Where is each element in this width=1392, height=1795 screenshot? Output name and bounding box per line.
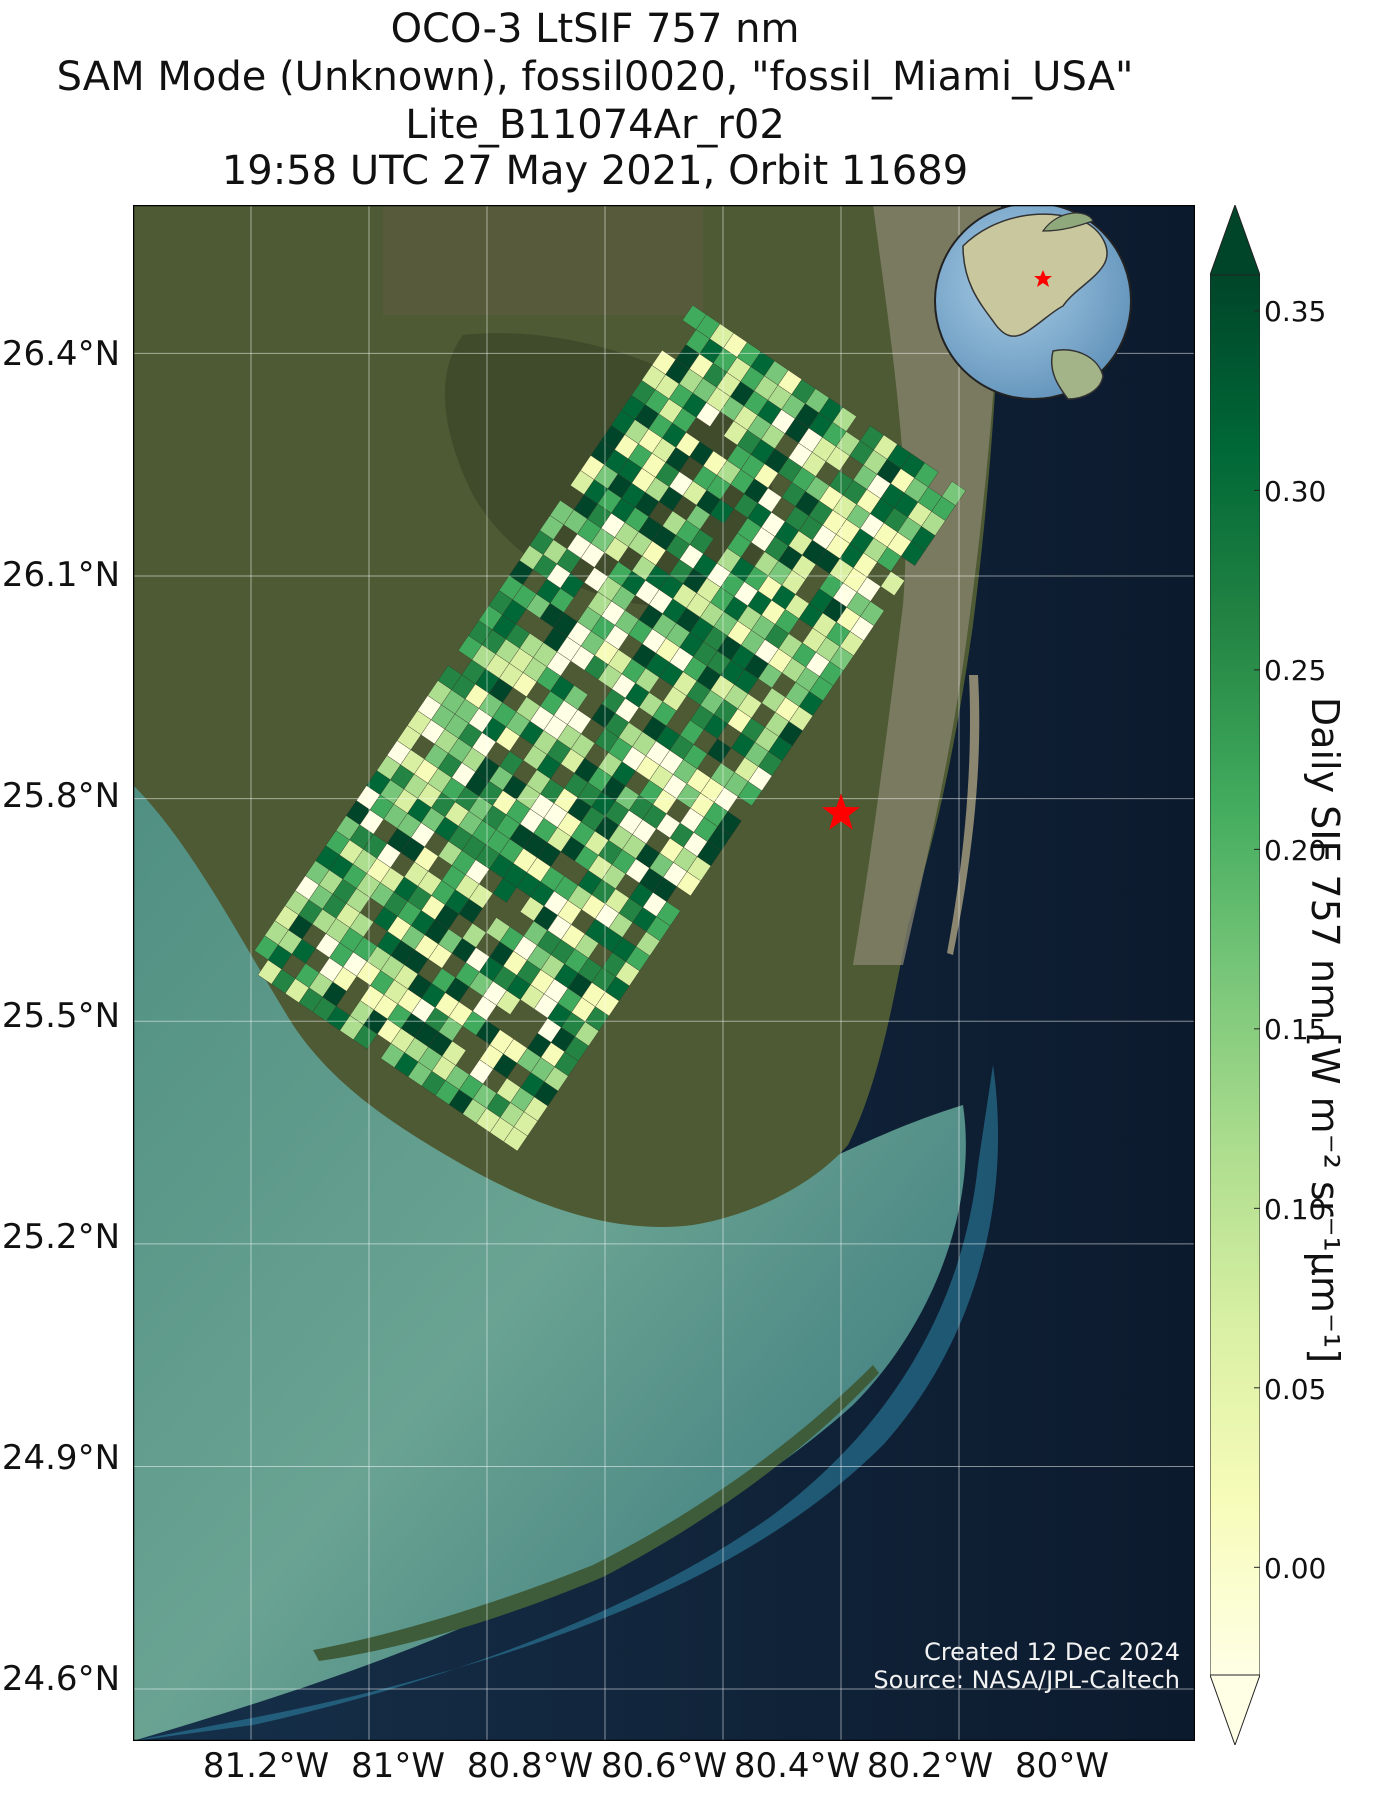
colorbar-tick-label: 0.05 xyxy=(1264,1373,1327,1406)
lat-tick-label: 26.1°N xyxy=(1,555,120,595)
target-star-icon xyxy=(821,793,861,830)
sif-footprint xyxy=(717,811,742,837)
lon-tick-label: 80.2°W xyxy=(866,1746,994,1786)
star-icon xyxy=(1034,270,1052,287)
sif-footprint xyxy=(563,685,589,710)
lon-tick-label: 80.6°W xyxy=(600,1746,728,1786)
urban-area xyxy=(853,205,1001,965)
lon-tick-label: 80.8°W xyxy=(466,1746,594,1786)
title-line-4: 19:58 UTC 27 May 2021, Orbit 11689 xyxy=(221,148,969,194)
sif-footprint xyxy=(832,406,857,432)
lat-tick-label: 25.8°N xyxy=(1,776,120,816)
credit-source: Source: NASA/JPL-Caltech xyxy=(873,1666,1180,1694)
sif-swath xyxy=(254,304,966,1152)
colorbar-tick-label: 0.10 xyxy=(1264,1193,1327,1226)
colorbar-tick-label: 0.20 xyxy=(1264,834,1327,867)
star-icon xyxy=(821,793,861,830)
colorbar-label: Daily SIF 757 nm [W m⁻² sr⁻¹μm⁻¹] xyxy=(1303,696,1347,1364)
lon-tick-label: 80.4°W xyxy=(733,1746,861,1786)
colorbar-tick-label: 0.35 xyxy=(1264,295,1327,328)
lat-tick-label: 24.6°N xyxy=(1,1659,120,1699)
lat-tick-label: 25.5°N xyxy=(1,996,120,1036)
lon-tick-label: 81.2°W xyxy=(202,1746,330,1786)
inset-globe xyxy=(934,205,1132,400)
title-line-3: Lite_B11074Ar_r02 xyxy=(405,102,785,148)
colorbar-extend-bottom xyxy=(1210,1674,1260,1745)
credit-created: Created 12 Dec 2024 xyxy=(924,1638,1180,1666)
sif-footprint xyxy=(441,1040,467,1066)
title-line-1: OCO-3 LtSIF 757 nm xyxy=(390,6,800,52)
lat-tick-label: 25.2°N xyxy=(1,1217,120,1257)
sif-footprint xyxy=(656,901,681,927)
colorbar-extend-top xyxy=(1210,205,1260,276)
sif-footprint xyxy=(689,529,714,555)
colorbar-gradient xyxy=(1210,274,1260,1676)
sif-footprint xyxy=(914,462,939,488)
barrier-island xyxy=(947,675,980,955)
colorbar-tick-label: 0.30 xyxy=(1264,475,1327,508)
colorbar xyxy=(1210,205,1260,1745)
map-panel[interactable] xyxy=(133,205,1195,1741)
colorbar-tick-label: 0.00 xyxy=(1264,1552,1327,1585)
farmland xyxy=(383,205,703,315)
colorbar-tick-label: 0.15 xyxy=(1264,1013,1327,1046)
title-line-2: SAM Mode (Unknown), fossil0020, "fossil_… xyxy=(56,54,1134,100)
sif-footprint xyxy=(941,481,966,506)
sif-footprint xyxy=(860,601,885,626)
lon-tick-label: 80°W xyxy=(1015,1746,1109,1786)
lon-tick-label: 81°W xyxy=(351,1746,445,1786)
lat-tick-label: 24.9°N xyxy=(1,1438,120,1478)
lat-tick-label: 26.4°N xyxy=(1,334,120,374)
colorbar-tick-label: 0.25 xyxy=(1264,654,1327,687)
